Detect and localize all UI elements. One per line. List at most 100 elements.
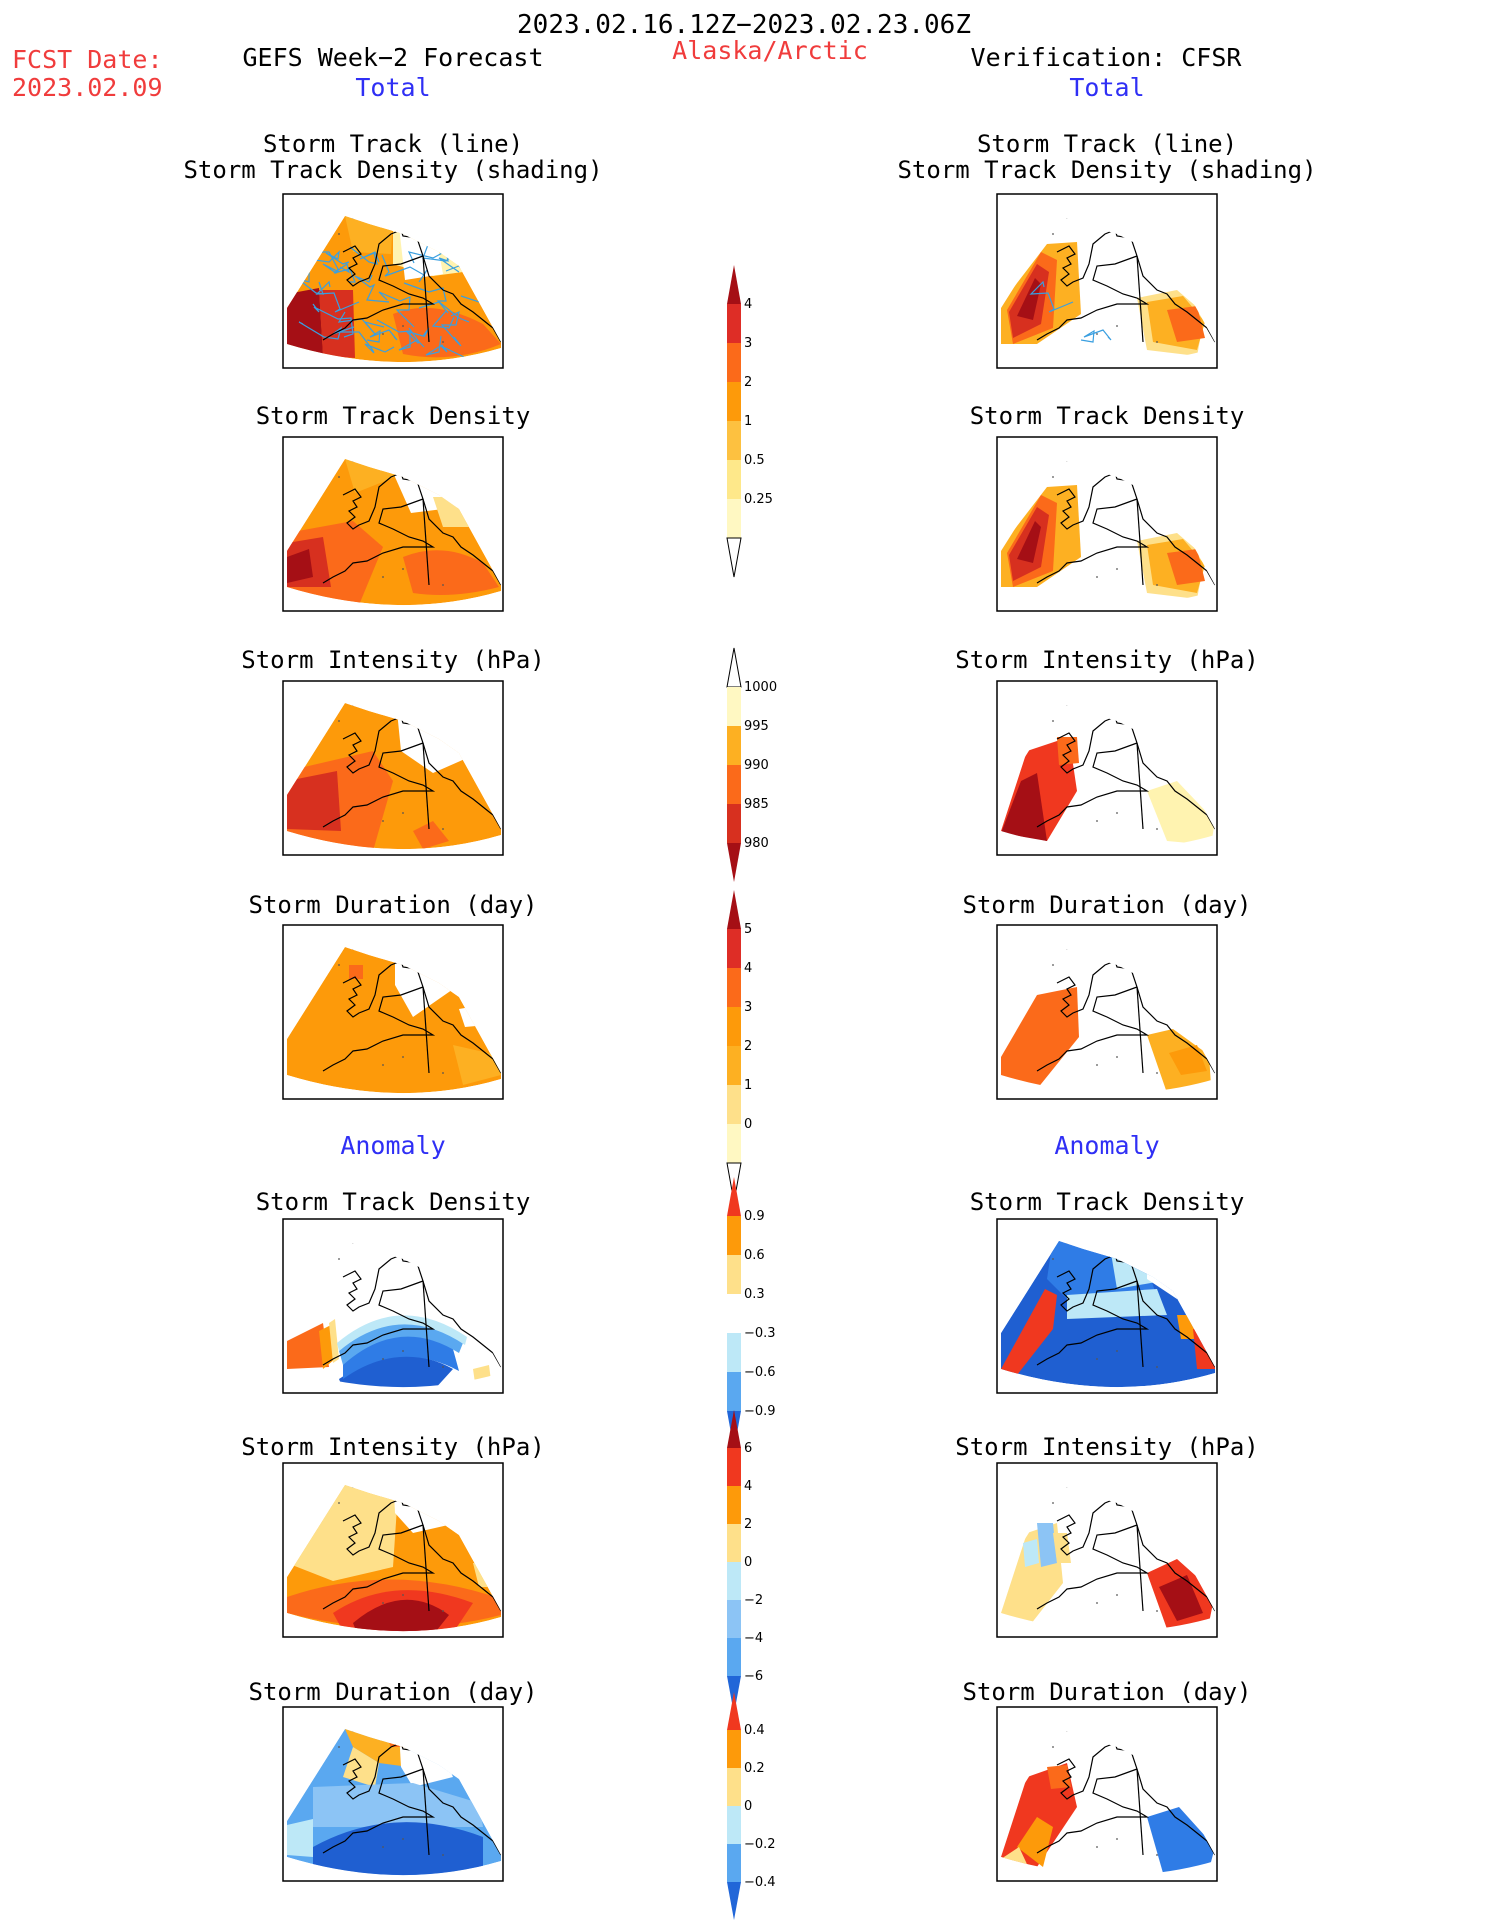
alaska-coastline <box>1036 1254 1215 1368</box>
right-anom-duration-title: Storm Duration (day) <box>962 1678 1252 1706</box>
gefs-track-line-density-map <box>282 193 504 369</box>
colorbar-tick-label: −6 <box>744 1669 763 1684</box>
alaska-coastline <box>322 1742 501 1856</box>
alaska-coastline <box>322 229 501 343</box>
colorbar-tick-label: 0.6 <box>744 1248 765 1263</box>
panel-frame <box>996 436 1218 612</box>
colorbar-tick-label: −0.2 <box>744 1837 776 1852</box>
right-anom-intensity-title: Storm Intensity (hPa) <box>955 1433 1259 1461</box>
panel-frame <box>282 680 504 856</box>
colorbar-tick-label: 0.25 <box>744 492 773 507</box>
right-density-title: Storm Track Density <box>969 402 1245 430</box>
colorbar-tick-label: −0.4 <box>744 1875 776 1890</box>
panel-frame <box>996 924 1218 1100</box>
left-intensity-title: Storm Intensity (hPa) <box>241 646 545 674</box>
colorbar-tick-label: 980 <box>744 836 769 851</box>
alaska-coastline <box>322 716 501 830</box>
verification-title: Verification: CFSR <box>970 43 1242 72</box>
colorbar-tick-label: 6 <box>744 1441 752 1456</box>
cfsr-anomaly-intensity-map <box>996 1462 1218 1638</box>
right-track-shading-title: Storm Track Density (shading) <box>897 156 1317 184</box>
fcst-date-value: 2023.02.09 <box>12 73 163 102</box>
alaska-coastline <box>1036 1742 1215 1856</box>
gefs-intensity-map <box>282 680 504 856</box>
colorbar-duration-total: 5 4 3 2 1 0 <box>726 890 752 1203</box>
colorbar-duration-anomaly: 0.4 0.2 0 −0.2 −0.4 <box>727 1692 776 1920</box>
cfsr-anomaly-duration-map <box>996 1706 1218 1882</box>
fcst-date-label: FCST Date: <box>12 45 163 74</box>
colorbar-tick-label: 4 <box>744 1479 752 1494</box>
panel-frame <box>282 1462 504 1638</box>
panel-frame <box>282 1706 504 1882</box>
colorbar-tick-label: −0.3 <box>744 1326 776 1341</box>
colorbar-tick-label: 985 <box>744 797 769 812</box>
colorbar-tick-label: 990 <box>744 758 769 773</box>
alaska-coastline <box>1036 472 1215 586</box>
colorbar-tick-label: 4 <box>744 961 752 976</box>
alaska-coastline <box>1036 229 1215 343</box>
alaska-coastline <box>1036 716 1215 830</box>
panel-frame <box>282 1218 504 1394</box>
cfsr-duration-map <box>996 924 1218 1100</box>
left-track-line-title: Storm Track (line) <box>262 130 524 158</box>
left-total-label: Total <box>355 73 431 102</box>
colorbar-tick-label: 0 <box>744 1117 752 1132</box>
cfsr-track-line-density-map <box>996 193 1218 369</box>
colorbar-tick-label: 3 <box>744 1000 752 1015</box>
panel-frame <box>996 1462 1218 1638</box>
right-total-label: Total <box>1069 73 1145 102</box>
alaska-coastline <box>322 960 501 1074</box>
panel-frame <box>996 1218 1218 1394</box>
right-intensity-title: Storm Intensity (hPa) <box>955 646 1259 674</box>
colorbar-intensity-total: 1000 995 990 985 980 <box>726 647 777 882</box>
left-anom-density-title: Storm Track Density <box>255 1188 531 1216</box>
colorbar-tick-label: 0.2 <box>744 1761 765 1776</box>
panel-frame <box>996 193 1218 369</box>
right-anom-density-title: Storm Track Density <box>969 1188 1245 1216</box>
colorbar-tick-label: −0.9 <box>744 1404 776 1419</box>
colorbar-tick-label: 2 <box>744 1039 752 1054</box>
colorbar-tick-label: 1000 <box>744 680 777 695</box>
left-track-shading-title: Storm Track Density (shading) <box>183 156 603 184</box>
panel-frame <box>282 924 504 1100</box>
right-track-line-title: Storm Track (line) <box>976 130 1238 158</box>
alaska-coastline <box>322 472 501 586</box>
alaska-coastline <box>1036 960 1215 1074</box>
right-anomaly-label: Anomaly <box>1054 1131 1160 1160</box>
colorbar-density-anomaly: 0.9 0.6 0.3 −0.3 −0.6 −0.9 <box>727 1177 776 1450</box>
colorbar-track-density-total: 4 3 2 1 0.5 0.25 <box>726 265 773 578</box>
colorbar-tick-label: −2 <box>744 1593 763 1608</box>
right-duration-title: Storm Duration (day) <box>962 891 1252 919</box>
colorbar-tick-label: 3 <box>744 336 752 351</box>
colorbar-tick-label: 4 <box>744 297 752 312</box>
left-anom-intensity-title: Storm Intensity (hPa) <box>241 1433 545 1461</box>
colorbar-tick-label: 5 <box>744 922 752 937</box>
date-range-title: 2023.02.16.12Z−2023.02.23.06Z <box>517 10 971 40</box>
colorbar-tick-label: 0.9 <box>744 1209 765 1224</box>
gefs-anomaly-density-map <box>282 1218 504 1394</box>
alaska-coastline <box>1036 1498 1215 1612</box>
region-title: Alaska/Arctic <box>672 36 868 65</box>
left-anomaly-label: Anomaly <box>340 1131 446 1160</box>
colorbar-tick-label: −0.6 <box>744 1365 776 1380</box>
cfsr-intensity-map <box>996 680 1218 856</box>
left-density-title: Storm Track Density <box>255 402 531 430</box>
panel-frame <box>996 680 1218 856</box>
alaska-coastline <box>322 1254 501 1368</box>
cfsr-track-density-map <box>996 436 1218 612</box>
panel-frame <box>996 1706 1218 1882</box>
colorbar-tick-label: 0 <box>744 1555 752 1570</box>
colorbar-tick-label: −4 <box>744 1631 763 1646</box>
colorbar-tick-label: 2 <box>744 1517 752 1532</box>
colorbar-tick-label: 1 <box>744 414 752 429</box>
left-anom-duration-title: Storm Duration (day) <box>248 1678 538 1706</box>
panel-frame <box>282 193 504 369</box>
gefs-anomaly-duration-map <box>282 1706 504 1882</box>
colorbar-tick-label: 0.3 <box>744 1287 765 1302</box>
colorbar-tick-label: 0.4 <box>744 1723 765 1738</box>
colorbar-intensity-anomaly: 6 4 2 0 −2 −4 −6 <box>727 1410 763 1714</box>
gefs-track-density-map <box>282 436 504 612</box>
alaska-coastline <box>322 1498 501 1612</box>
